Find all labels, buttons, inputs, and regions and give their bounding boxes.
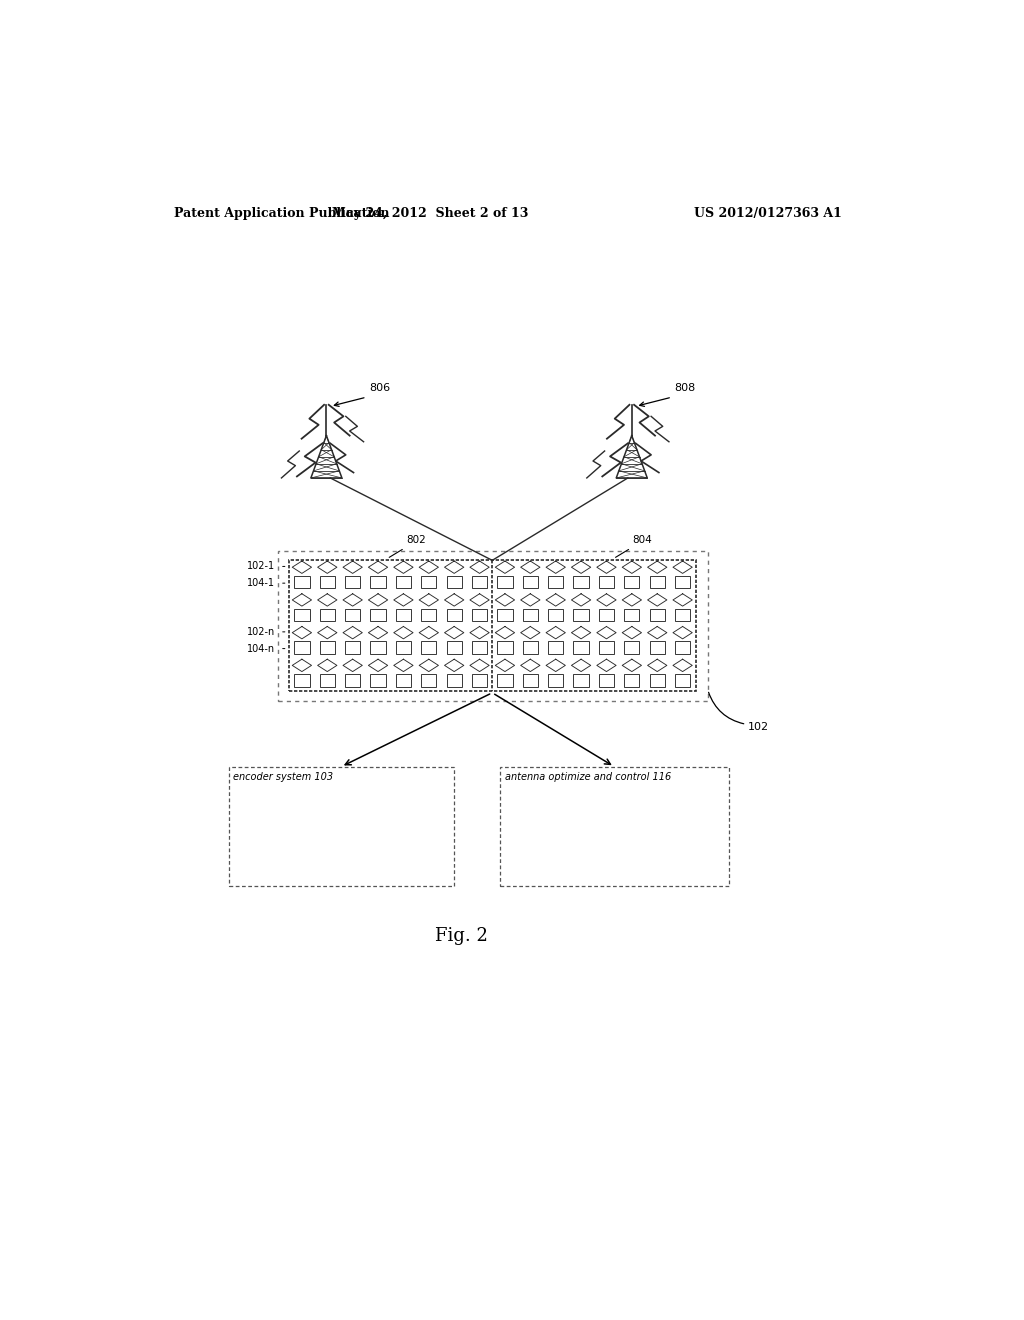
Bar xyxy=(498,642,513,653)
Bar xyxy=(371,675,386,686)
Text: 104-1: 104-1 xyxy=(247,578,274,589)
Bar xyxy=(649,609,665,622)
Text: 102-1: 102-1 xyxy=(247,561,274,572)
Bar xyxy=(522,576,538,589)
Bar xyxy=(345,609,360,622)
Bar xyxy=(625,576,639,589)
Bar xyxy=(548,675,563,686)
Text: 104-n: 104-n xyxy=(247,644,274,653)
Bar xyxy=(675,576,690,589)
Bar xyxy=(319,675,335,686)
Bar xyxy=(472,675,487,686)
Text: 808: 808 xyxy=(675,383,695,393)
Text: encoder system 103: encoder system 103 xyxy=(233,772,334,783)
Bar xyxy=(421,675,436,686)
Bar xyxy=(573,576,589,589)
Bar xyxy=(319,642,335,653)
Bar xyxy=(599,609,614,622)
Bar xyxy=(294,609,309,622)
Bar xyxy=(675,642,690,653)
Bar xyxy=(421,642,436,653)
Bar xyxy=(446,576,462,589)
Bar xyxy=(289,560,696,692)
Bar xyxy=(319,576,335,589)
Bar xyxy=(625,609,639,622)
Bar xyxy=(649,642,665,653)
Text: 804: 804 xyxy=(633,536,652,545)
Bar xyxy=(319,609,335,622)
Text: antenna optimize and control 116: antenna optimize and control 116 xyxy=(505,772,671,783)
Bar xyxy=(472,642,487,653)
Bar xyxy=(396,576,411,589)
Bar xyxy=(649,675,665,686)
Bar xyxy=(345,642,360,653)
Bar xyxy=(573,642,589,653)
Bar xyxy=(573,609,589,622)
Bar xyxy=(294,675,309,686)
Bar xyxy=(522,675,538,686)
Text: 102: 102 xyxy=(748,722,769,731)
Bar xyxy=(498,576,513,589)
Bar xyxy=(396,642,411,653)
Bar xyxy=(446,609,462,622)
Bar xyxy=(421,609,436,622)
Bar xyxy=(472,576,487,589)
Text: Fig. 2: Fig. 2 xyxy=(435,927,487,945)
Bar xyxy=(396,675,411,686)
Bar xyxy=(371,642,386,653)
Bar xyxy=(675,675,690,686)
Bar xyxy=(446,675,462,686)
Bar xyxy=(548,576,563,589)
Bar xyxy=(371,609,386,622)
Bar xyxy=(548,642,563,653)
Bar xyxy=(345,576,360,589)
Bar xyxy=(599,576,614,589)
Bar xyxy=(278,552,708,701)
Bar xyxy=(498,675,513,686)
Bar xyxy=(498,609,513,622)
Bar xyxy=(573,675,589,686)
Bar xyxy=(599,675,614,686)
Text: Patent Application Publication: Patent Application Publication xyxy=(174,207,390,220)
Bar xyxy=(522,609,538,622)
Bar xyxy=(396,609,411,622)
Text: 102-n: 102-n xyxy=(247,627,274,636)
Bar xyxy=(345,675,360,686)
Bar xyxy=(294,576,309,589)
Text: 802: 802 xyxy=(407,536,426,545)
Bar xyxy=(472,609,487,622)
Bar xyxy=(548,609,563,622)
Bar xyxy=(625,642,639,653)
Bar xyxy=(500,767,729,886)
Bar xyxy=(446,642,462,653)
Bar xyxy=(649,576,665,589)
Bar xyxy=(421,576,436,589)
Bar xyxy=(228,767,454,886)
Bar xyxy=(675,609,690,622)
Text: May 24, 2012  Sheet 2 of 13: May 24, 2012 Sheet 2 of 13 xyxy=(332,207,528,220)
Text: US 2012/0127363 A1: US 2012/0127363 A1 xyxy=(693,207,842,220)
Bar xyxy=(625,675,639,686)
Bar xyxy=(371,576,386,589)
Bar xyxy=(522,642,538,653)
Bar xyxy=(294,642,309,653)
Text: 806: 806 xyxy=(369,383,390,393)
Bar xyxy=(599,642,614,653)
